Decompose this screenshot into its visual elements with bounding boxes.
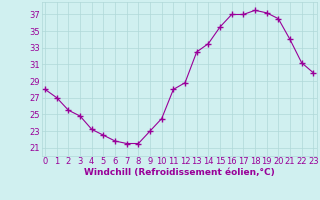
X-axis label: Windchill (Refroidissement éolien,°C): Windchill (Refroidissement éolien,°C) — [84, 168, 275, 177]
